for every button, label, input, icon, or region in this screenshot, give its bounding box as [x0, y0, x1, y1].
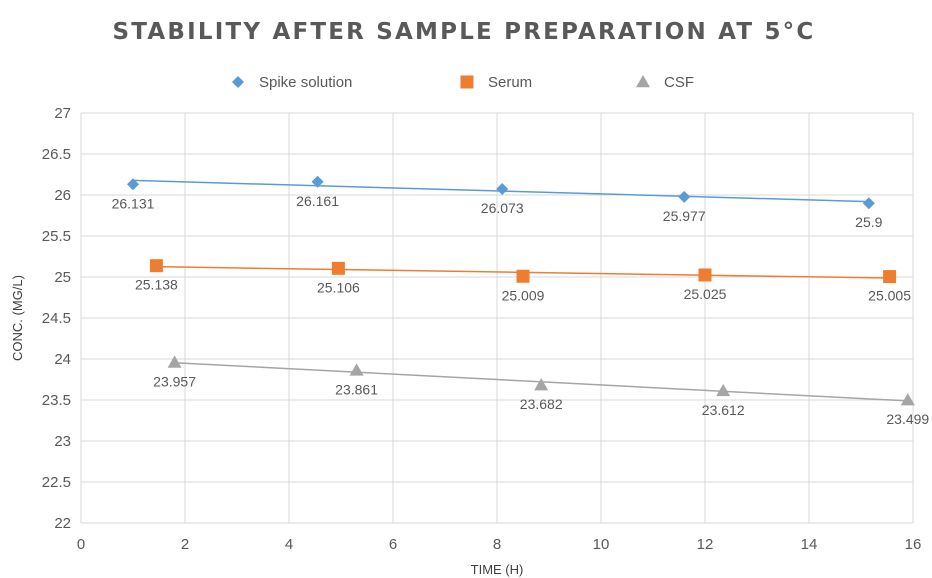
data-point-square: [883, 270, 897, 284]
x-tick-label: 16: [905, 536, 922, 553]
x-tick-label: 12: [697, 536, 714, 553]
x-tick-label: 2: [181, 536, 189, 553]
data-point-square: [331, 261, 345, 275]
data-point-square: [698, 268, 712, 282]
y-tick-label: 26.5: [42, 146, 71, 163]
y-tick-label: 27: [54, 105, 71, 122]
data-point-diamond: [496, 183, 509, 196]
data-label: 26.161: [296, 193, 339, 209]
data-point-triangle: [900, 393, 915, 406]
legend-label: Serum: [488, 74, 532, 91]
y-tick-label: 24.5: [42, 310, 71, 327]
data-labels: 26.131 26.161 26.073 25.977 25.9 25.138 25.106…: [112, 193, 930, 427]
legend: Spike solution Serum CSF: [232, 74, 694, 91]
data-label: 25.005: [868, 288, 911, 304]
data-label: 25.977: [663, 208, 706, 224]
data-points: [127, 175, 915, 406]
data-point-diamond: [678, 190, 691, 203]
data-point-triangle: [167, 355, 182, 368]
data-label: 26.131: [112, 195, 155, 211]
data-label: 23.499: [886, 411, 929, 427]
gridlines: [80, 112, 914, 524]
x-tick-label: 14: [801, 536, 818, 553]
legend-marker: [232, 76, 244, 88]
data-point-triangle: [534, 378, 549, 391]
data-label: 23.861: [335, 381, 378, 397]
data-label: 25.009: [502, 287, 545, 303]
data-label: 26.073: [481, 200, 524, 216]
x-tick-label: 0: [77, 536, 85, 553]
y-tick-label: 22: [54, 515, 71, 532]
y-axis-label: CONC. (MG/L): [10, 275, 25, 361]
x-axis-label: TIME (H): [471, 562, 524, 577]
data-label: 23.957: [153, 374, 196, 390]
y-tick-label: 23.5: [42, 392, 71, 409]
data-point-diamond: [127, 178, 139, 191]
legend-label: Spike solution: [259, 74, 352, 91]
y-tick-label: 22.5: [42, 474, 71, 491]
data-label: 23.682: [520, 396, 563, 412]
data-point-square: [149, 259, 163, 273]
y-tick-label: 25: [54, 269, 71, 286]
x-tick-label: 10: [593, 536, 610, 553]
x-tick-label: 8: [493, 536, 501, 553]
legend-label: CSF: [664, 74, 694, 91]
data-point-diamond: [311, 175, 324, 188]
y-tick-label: 24: [54, 351, 71, 368]
chart-title: STABILITY AFTER SAMPLE PREPARATION AT 5°…: [113, 19, 816, 45]
legend-marker: [460, 75, 474, 89]
data-point-square: [516, 269, 530, 283]
y-tick-label: 23: [54, 433, 71, 450]
data-label: 25.9: [855, 214, 882, 230]
y-tick-label: 26: [54, 187, 71, 204]
data-label: 25.025: [684, 286, 727, 302]
x-tick-label: 6: [389, 536, 397, 553]
y-tick-label: 25.5: [42, 228, 71, 245]
data-point-diamond: [862, 197, 875, 210]
data-point-triangle: [349, 363, 364, 376]
legend-marker: [636, 75, 650, 88]
data-label: 25.106: [317, 279, 360, 295]
data-point-triangle: [716, 383, 731, 397]
data-label: 23.612: [702, 402, 745, 418]
data-label: 25.138: [135, 277, 178, 293]
x-tick-label: 4: [285, 536, 293, 553]
